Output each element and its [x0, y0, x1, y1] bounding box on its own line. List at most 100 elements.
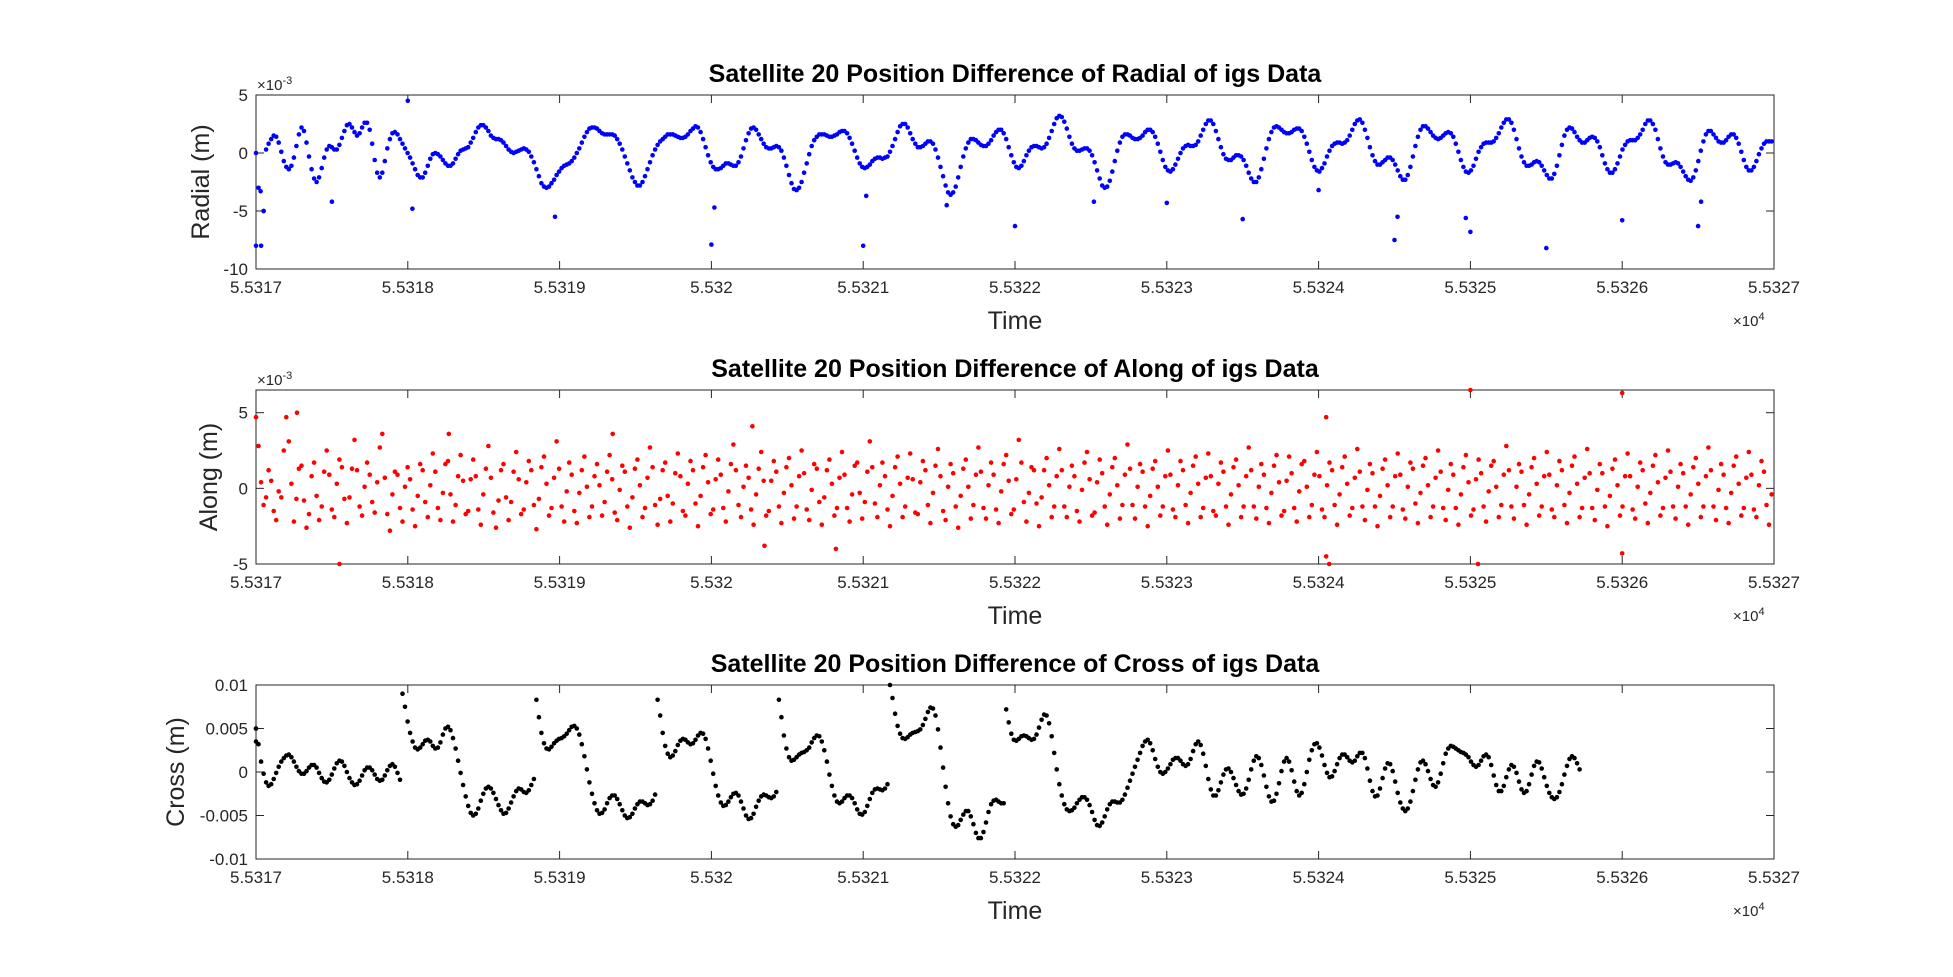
along-data-point [551, 475, 557, 481]
cross-data-point [564, 731, 569, 736]
along-data-point [1016, 437, 1022, 443]
radial-data-point [781, 155, 787, 160]
cross-data-point [1526, 781, 1532, 787]
radial-data-point [438, 154, 443, 159]
along-yexp-power: -3 [282, 370, 292, 382]
along-data-point [339, 464, 345, 470]
along-data-point [1392, 473, 1398, 479]
cross-data-point [473, 811, 479, 817]
along-data-point [1342, 454, 1347, 459]
cross-data-point [589, 791, 595, 797]
svg-text:×104: ×104 [1733, 606, 1765, 625]
radial-outlier-point [1463, 215, 1469, 221]
along-data-point [410, 507, 415, 512]
along-data-point [786, 455, 792, 461]
along-data-point [1602, 504, 1608, 509]
along-data-point [1733, 454, 1739, 459]
along-data-point [347, 495, 352, 500]
cross-data-point [1084, 797, 1090, 803]
radial-data-point [885, 154, 890, 159]
along-data-point [463, 511, 469, 517]
cross-xtick-label: 5.5319 [534, 868, 586, 887]
radial-data-point [913, 141, 918, 146]
radial-data-point [554, 172, 559, 178]
radial-data-point [1453, 141, 1459, 146]
along-data-point [415, 493, 421, 499]
cross-data-point [435, 745, 441, 750]
along-data-point [900, 514, 905, 520]
cross-ytick-label: 0.005 [205, 720, 248, 739]
radial-data-point [902, 121, 908, 127]
cross-data-point [1256, 755, 1262, 761]
radial-data-point [1403, 177, 1408, 182]
cross-data-point [582, 754, 587, 759]
radial-data-point [1744, 164, 1749, 170]
along-xtick-label: 5.532 [690, 573, 733, 592]
cross-data-point [728, 794, 734, 800]
along-data-point [1231, 464, 1236, 470]
cross-data-point [1155, 764, 1161, 770]
along-xexp-power: 4 [1758, 606, 1764, 618]
radial-data-point [1370, 153, 1375, 158]
cross-data-point [455, 758, 461, 763]
cross-data-point [751, 811, 756, 817]
along-data-point [822, 495, 827, 500]
cross-data-point [1440, 761, 1446, 766]
radial-data-point [1491, 139, 1496, 144]
cross-data-point [493, 796, 499, 802]
radial-data-point [786, 172, 792, 178]
radial-data-point [695, 125, 701, 130]
radial-data-point [1173, 162, 1178, 167]
along-data-point [1577, 514, 1582, 520]
along-outlier-point [1468, 387, 1473, 393]
along-data-point [359, 513, 365, 518]
radial-data-point [1756, 151, 1762, 157]
along-data-point [880, 460, 885, 465]
along-data-point [332, 514, 337, 520]
along-data-point [665, 493, 670, 499]
cross-data-point [614, 796, 620, 802]
radial-data-point [1501, 120, 1507, 126]
along-data-point [1291, 505, 1297, 511]
along-data-point [352, 437, 357, 443]
cross-data-point [918, 727, 923, 732]
cross-data-point [536, 714, 542, 720]
cross-data-point [1390, 768, 1395, 774]
cross-data-point [632, 806, 638, 811]
along-data-point [1744, 475, 1749, 481]
along-data-point [690, 467, 696, 473]
along-data-point [536, 496, 542, 502]
along-data-point [569, 472, 574, 478]
along-data-point [1504, 443, 1509, 449]
cross-data-point [1147, 741, 1153, 746]
along-data-point [723, 519, 729, 524]
along-data-point [1372, 504, 1378, 509]
cross-data-point [781, 733, 787, 738]
along-data-point [1403, 516, 1408, 521]
radial-data-point [402, 146, 408, 151]
radial-data-point [258, 243, 264, 249]
along-data-point [627, 525, 633, 530]
along-data-point [349, 466, 355, 472]
along-data-point [1370, 470, 1375, 476]
cross-data-point [1145, 737, 1150, 743]
along-data-point [1324, 483, 1330, 488]
along-xtick-label: 5.5326 [1596, 573, 1648, 592]
along-data-point [1041, 467, 1047, 473]
radial-data-point [387, 136, 393, 142]
cross-data-point [973, 830, 979, 836]
cross-data-point [329, 772, 335, 777]
along-data-point [789, 483, 794, 488]
cross-data-point [382, 773, 388, 778]
along-data-point [1170, 507, 1176, 512]
cross-data-point [741, 806, 746, 811]
along-data-point [1521, 502, 1527, 508]
along-data-point [1243, 473, 1249, 479]
cross-data-point [1200, 751, 1206, 756]
along-data-point [837, 475, 842, 481]
radial-data-point [630, 175, 635, 180]
radial-xticks: 5.5317 5.5318 5.5319 5.532 5.5321 5.5322 5.532… [230, 95, 1800, 297]
cross-data-point [1178, 758, 1183, 763]
cross-data-point [736, 793, 741, 798]
radial-data-point [1471, 163, 1476, 169]
